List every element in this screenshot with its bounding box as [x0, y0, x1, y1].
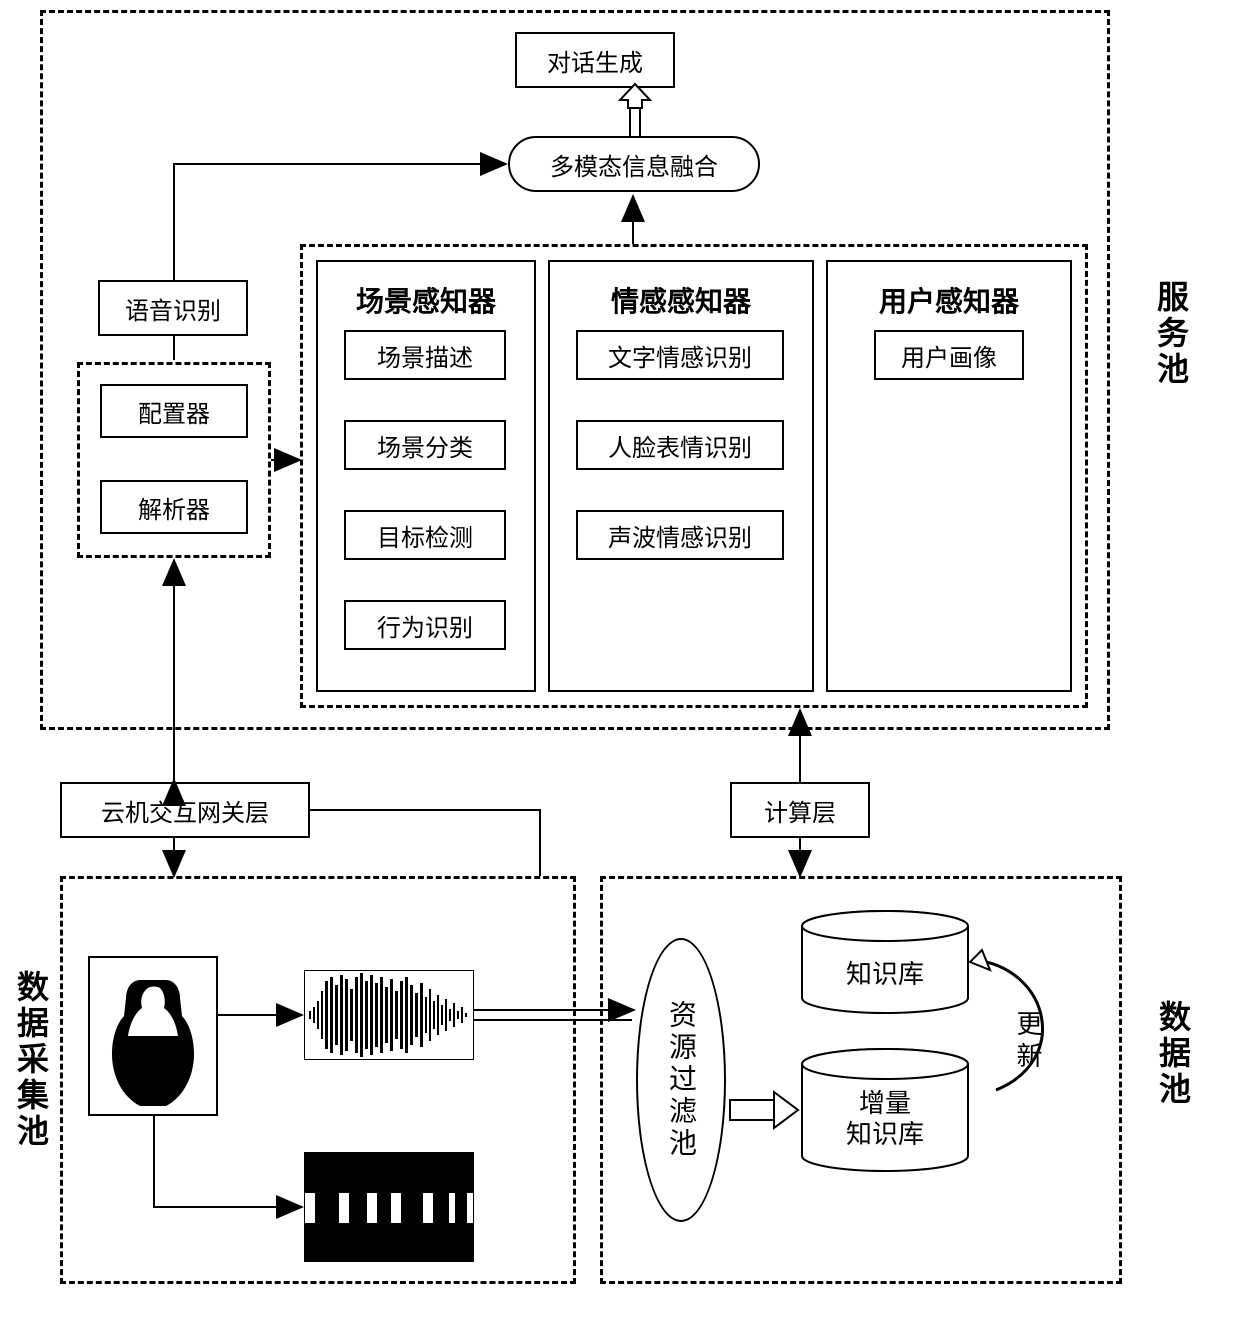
compute-layer-label: 计算层: [764, 793, 836, 828]
audio-waveform-icon: [304, 970, 474, 1060]
multimodal-fusion-label: 多模态信息融合: [550, 147, 718, 182]
user-portrait-box: 用户画像: [874, 330, 1024, 380]
configurator-label: 配置器: [138, 394, 210, 429]
data-pool-label: 数据池: [1150, 1000, 1196, 1108]
resource-filter-label: 资源过滤池: [661, 1000, 701, 1160]
wave-emotion-label: 声波情感识别: [608, 518, 752, 553]
scene-image-icon: [304, 1152, 474, 1262]
parser-box: 解析器: [100, 480, 248, 534]
scene-class-box: 场景分类: [344, 420, 506, 470]
user-perceiver-title: 用户感知器: [879, 280, 1019, 320]
scene-desc-label: 场景描述: [377, 338, 473, 373]
speech-recognition-box: 语音识别: [98, 280, 248, 336]
camera-capture-icon: [88, 956, 218, 1116]
incremental-kb-label-1: 增量: [859, 1088, 911, 1118]
behavior-rec-box: 行为识别: [344, 600, 506, 650]
knowledge-base-label: 知识库: [800, 954, 970, 991]
service-pool-label: 服务池: [1148, 280, 1194, 388]
update-label: 更新: [1010, 1010, 1047, 1074]
wave-emotion-box: 声波情感识别: [576, 510, 784, 560]
compute-layer-box: 计算层: [730, 782, 870, 838]
face-expr-box: 人脸表情识别: [576, 420, 784, 470]
scene-perceiver-title: 场景感知器: [356, 280, 496, 320]
resource-filter-pool: 资源过滤池: [636, 938, 726, 1222]
user-perceiver-panel: 用户感知器: [826, 260, 1072, 692]
configurator-box: 配置器: [100, 384, 248, 438]
text-emotion-label: 文字情感识别: [608, 338, 752, 373]
speech-recognition-label: 语音识别: [125, 291, 221, 326]
dialog-generation-box: 对话生成: [515, 32, 675, 88]
target-detect-label: 目标检测: [377, 518, 473, 553]
cloud-gateway-label: 云机交互网关层: [101, 793, 269, 828]
target-detect-box: 目标检测: [344, 510, 506, 560]
parser-label: 解析器: [138, 490, 210, 525]
data-collection-pool-label: 数据采集池: [8, 970, 54, 1150]
face-expr-label: 人脸表情识别: [608, 428, 752, 463]
knowledge-base-cylinder: 知识库: [800, 910, 970, 1014]
incremental-kb-label-2: 知识库: [846, 1119, 924, 1149]
emotion-perceiver-panel: 情感感知器: [548, 260, 814, 692]
scene-class-label: 场景分类: [377, 428, 473, 463]
cloud-gateway-box: 云机交互网关层: [60, 782, 310, 838]
scene-desc-box: 场景描述: [344, 330, 506, 380]
emotion-perceiver-title: 情感感知器: [611, 280, 751, 320]
incremental-kb-cylinder: 增量 知识库: [800, 1048, 970, 1172]
multimodal-fusion-box: 多模态信息融合: [508, 136, 760, 192]
user-portrait-label: 用户画像: [901, 338, 997, 373]
text-emotion-box: 文字情感识别: [576, 330, 784, 380]
dialog-generation-label: 对话生成: [547, 43, 643, 78]
behavior-rec-label: 行为识别: [377, 608, 473, 643]
